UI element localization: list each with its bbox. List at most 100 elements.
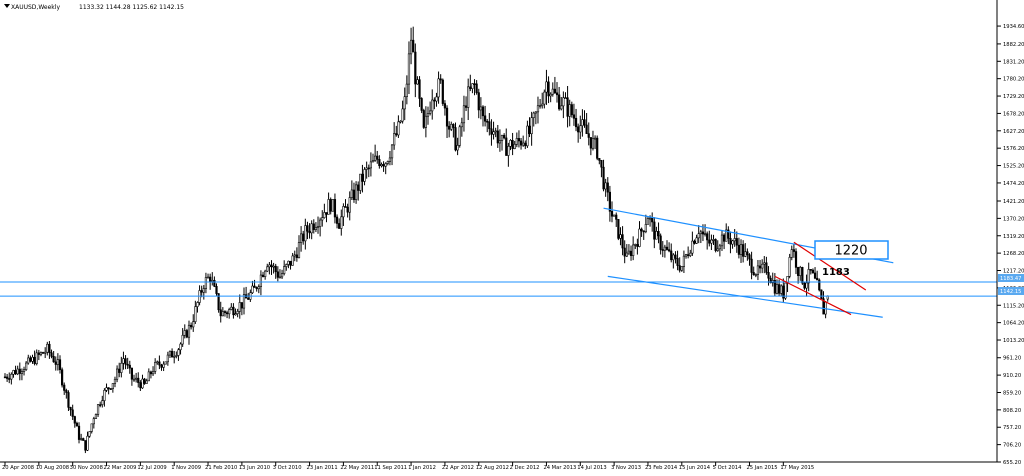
candle-body (441, 79, 444, 104)
candle-body (477, 92, 480, 111)
candle-body (754, 274, 757, 276)
candle-body (139, 382, 142, 389)
candle-body (503, 134, 506, 139)
candle-body (361, 173, 364, 182)
candle-body (475, 83, 478, 93)
candle-body (179, 343, 182, 351)
candle-body (513, 143, 516, 149)
candle-body (758, 265, 762, 269)
price-tick-label: 1934.60 (1003, 24, 1024, 30)
time-tick-label: 1 Jan 2012 (408, 465, 436, 471)
target-annotation[interactable]: 1220 (814, 240, 889, 260)
candle-body (452, 123, 455, 128)
candle-body (433, 99, 436, 102)
candle-body (748, 254, 751, 260)
candle-body (137, 377, 140, 383)
candle-body (41, 352, 45, 354)
candle-body (329, 199, 332, 212)
candle-body (560, 105, 563, 110)
candle-body (412, 39, 415, 53)
candle-body (640, 228, 643, 232)
candle-body (722, 234, 726, 242)
candle-body (439, 78, 442, 81)
candle-body (718, 245, 721, 250)
upper-price-badge (998, 274, 1024, 282)
candle-body (177, 349, 180, 356)
candle-body (579, 125, 582, 133)
candle-body (103, 390, 106, 401)
candle-body (670, 250, 673, 261)
candle-body (680, 266, 683, 271)
candle-body (456, 145, 459, 151)
time-tick-label: 22 May 2011 (340, 465, 374, 471)
candle-body (486, 120, 489, 123)
candle-body (187, 324, 191, 338)
candle-body (261, 274, 265, 277)
candle-body (50, 352, 53, 357)
candle-body (668, 249, 671, 252)
candle-body (230, 306, 233, 310)
candle-body (515, 138, 518, 145)
candle-body (88, 431, 91, 437)
candle-body (613, 214, 616, 217)
candle-body (14, 370, 17, 375)
candle-body (253, 285, 256, 288)
candle-body (663, 246, 666, 251)
trendline-channel-lower[interactable] (607, 275, 883, 318)
candle-body (481, 106, 485, 117)
candle-body (365, 167, 368, 170)
candle-body (109, 388, 112, 390)
time-tick-label: 25 Jan 2015 (746, 465, 777, 471)
candle-body (602, 166, 605, 190)
price-tick-label: 808.20 (1003, 408, 1021, 414)
candle-body (596, 137, 599, 159)
candle-body (310, 223, 313, 234)
candle-body (653, 221, 656, 240)
candle-body (416, 79, 419, 85)
candle-body (437, 78, 440, 98)
candle-body (61, 369, 64, 386)
candle-body (767, 272, 770, 279)
candle-body (807, 269, 810, 284)
lower-price-badge (998, 287, 1024, 295)
candle-body (149, 371, 153, 375)
candle-body (291, 255, 294, 266)
candle-body (401, 108, 404, 122)
time-tick-label: 24 Mar 2013 (543, 465, 576, 471)
candle-body (773, 280, 776, 294)
candle-body (733, 238, 736, 242)
candle-body (225, 312, 229, 315)
candle-body (572, 114, 576, 119)
candle-body (6, 376, 9, 379)
candle-body (471, 83, 474, 89)
chart-menu-icon[interactable] (4, 4, 10, 8)
candle-body (388, 157, 392, 162)
candle-body (549, 93, 552, 97)
candle-body (606, 182, 609, 193)
candle-body (211, 279, 214, 282)
candle-body (799, 267, 802, 276)
target-box[interactable] (814, 240, 889, 260)
candle-body (130, 367, 134, 380)
candle-body (395, 133, 398, 136)
candle-body (272, 265, 275, 268)
candle-body (196, 302, 199, 307)
candle-body (528, 125, 531, 135)
candle-body (259, 274, 263, 287)
candle-body (63, 384, 66, 391)
candle-body (498, 140, 502, 144)
candle-body (37, 352, 40, 355)
trendline-wedge-upper[interactable] (793, 241, 867, 291)
candle-body (219, 309, 222, 317)
candle-body (490, 128, 493, 135)
trendline-wedge-lower[interactable] (774, 275, 852, 316)
candle-body (522, 142, 525, 146)
candle-body (3, 376, 7, 379)
candle-body (247, 297, 250, 300)
candle-body (638, 228, 641, 247)
candle-body (534, 111, 537, 114)
candle-body (794, 251, 798, 268)
candle-body (479, 106, 482, 111)
candle-body (708, 239, 711, 244)
